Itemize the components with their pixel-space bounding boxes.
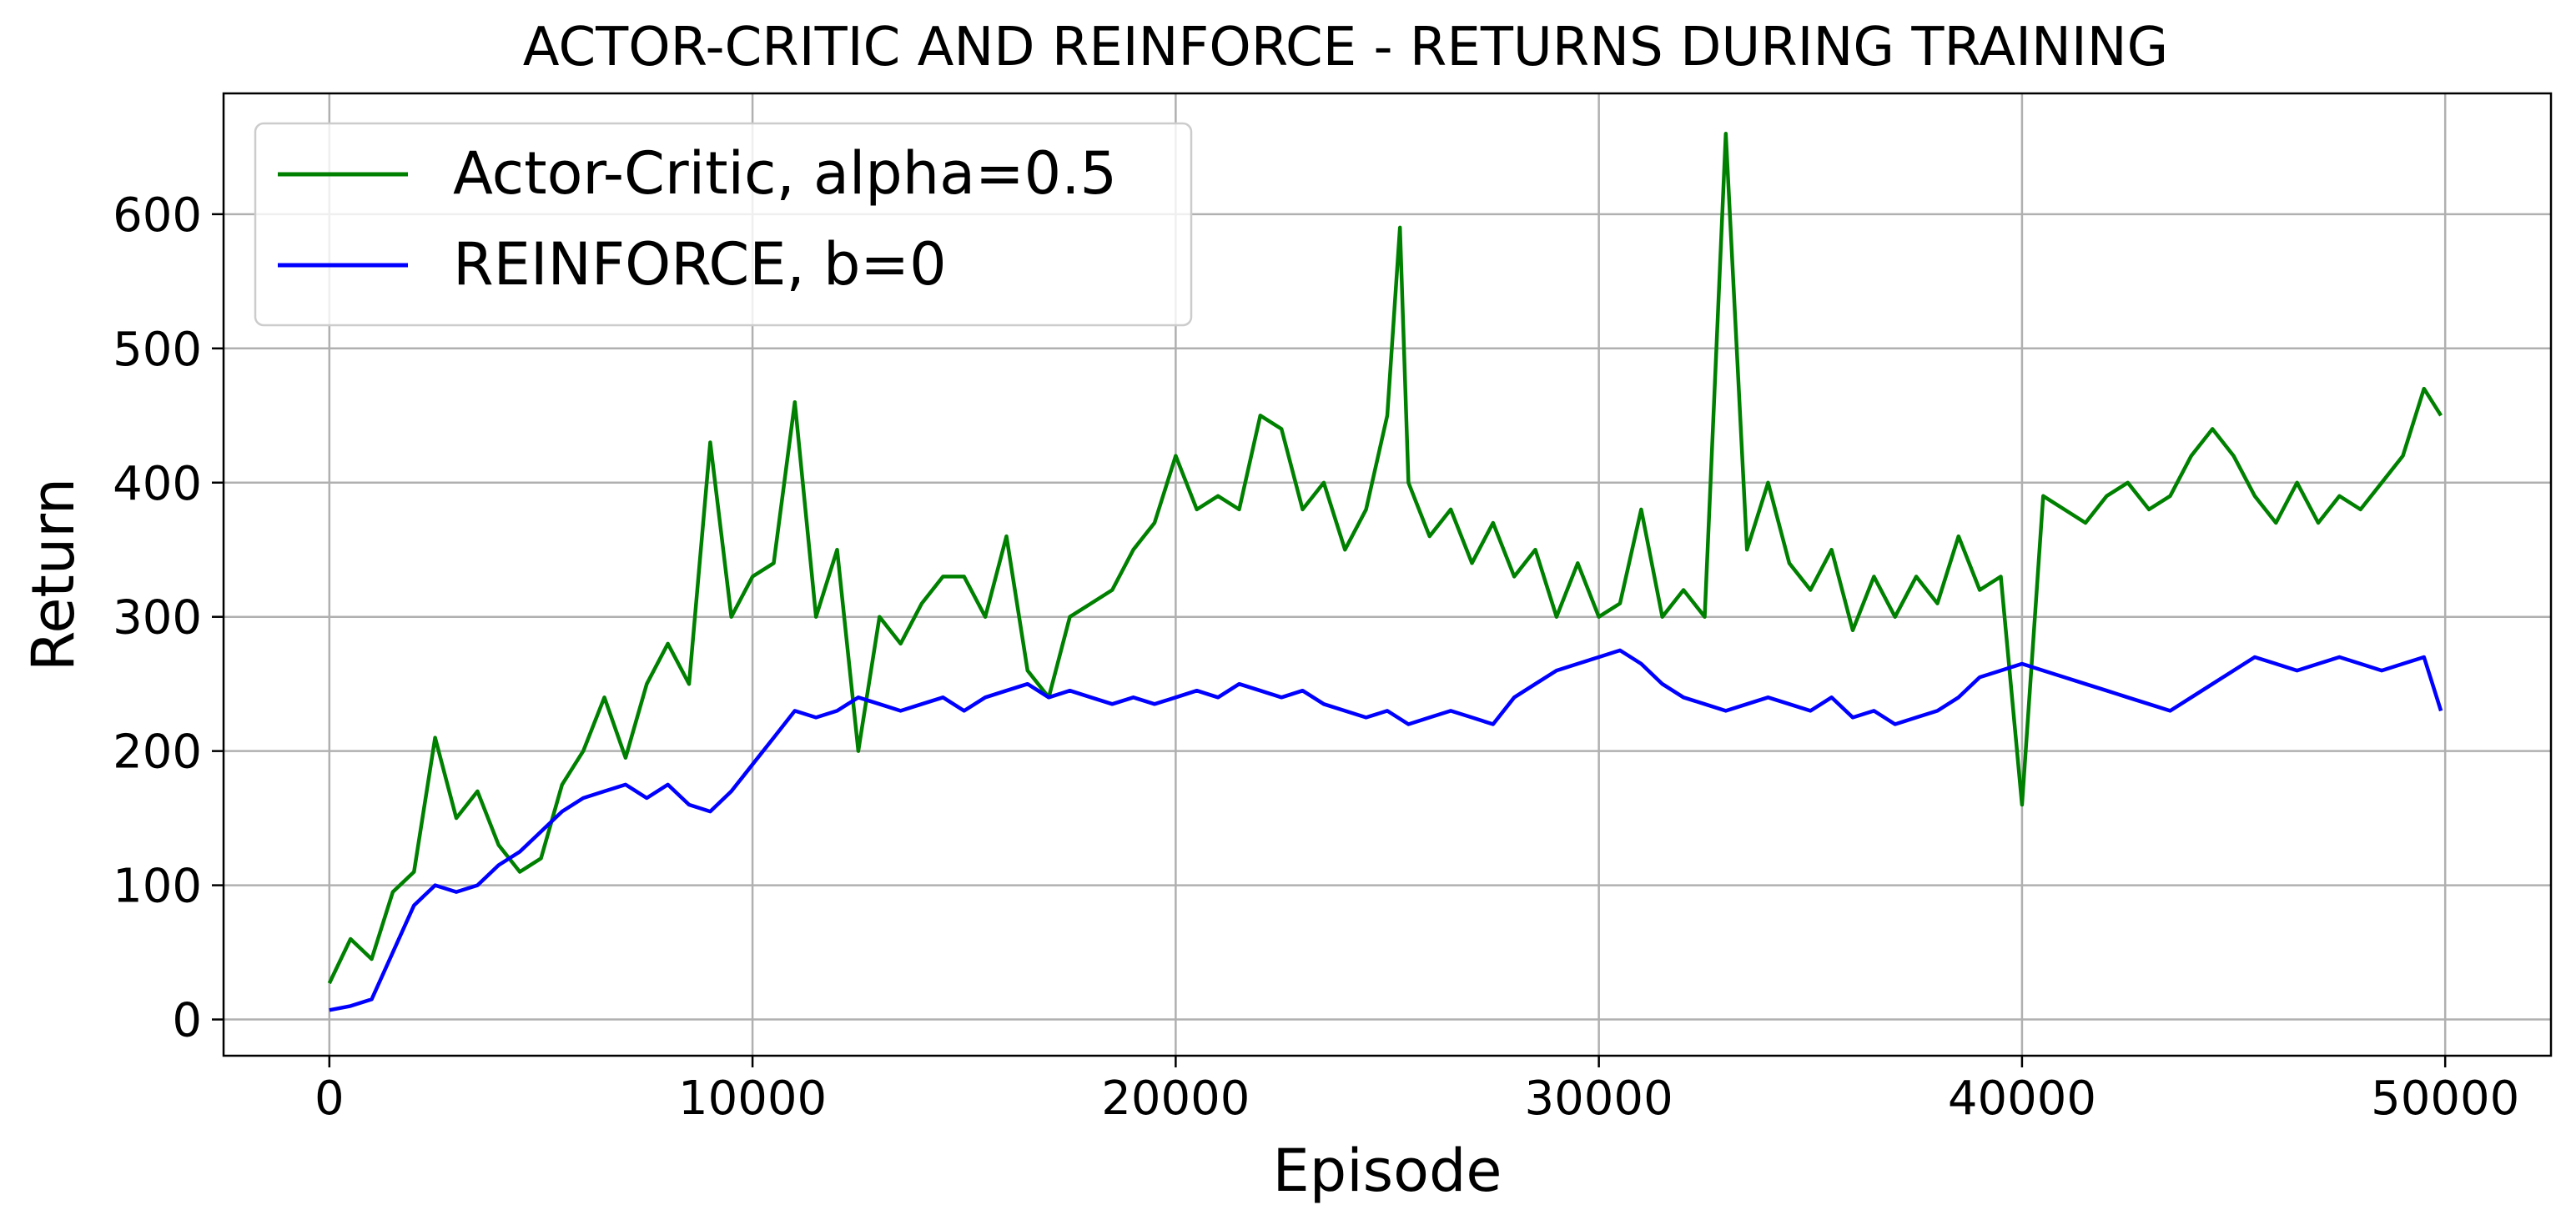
x-axis-ticks: 0 10000 20000 30000 40000 50000 bbox=[314, 1056, 2519, 1126]
y-tick-label: 600 bbox=[113, 188, 202, 243]
y-axis-ticks: 0 100 200 300 400 500 600 bbox=[113, 188, 224, 1048]
y-tick-label: 300 bbox=[113, 591, 202, 645]
x-tick-label: 40000 bbox=[1948, 1072, 2096, 1126]
series-lines bbox=[327, 132, 2443, 1012]
x-axis-label: Episode bbox=[1273, 1137, 1502, 1205]
legend-label-actor-critic: Actor-Critic, alpha=0.5 bbox=[453, 139, 1117, 208]
x-tick-label: 30000 bbox=[1525, 1072, 1673, 1126]
series-line-reinforce bbox=[329, 648, 2443, 1012]
y-tick-label: 100 bbox=[113, 860, 202, 914]
legend-label-reinforce: REINFORCE, b=0 bbox=[453, 230, 947, 299]
y-tick-label: 400 bbox=[113, 457, 202, 511]
legend-box bbox=[254, 122, 1193, 327]
plot-frame bbox=[222, 92, 2553, 1057]
legend: Actor-Critic, alpha=0.5 REINFORCE, b=0 bbox=[254, 122, 1193, 327]
y-tick-label: 0 bbox=[172, 994, 202, 1048]
chart-title: ACTOR-CRITIC AND REINFORCE - RETURNS DUR… bbox=[523, 17, 2168, 78]
y-axis-label: Return bbox=[19, 478, 88, 671]
x-tick-label: 0 bbox=[314, 1072, 345, 1126]
y-tick-label: 500 bbox=[113, 323, 202, 377]
grid-lines bbox=[224, 93, 2551, 1056]
series-line-actor-critic bbox=[327, 132, 2443, 985]
y-tick-label: 200 bbox=[113, 725, 202, 780]
x-tick-label: 20000 bbox=[1101, 1072, 1250, 1126]
x-tick-label: 50000 bbox=[2371, 1072, 2519, 1126]
x-tick-label: 10000 bbox=[678, 1072, 827, 1126]
